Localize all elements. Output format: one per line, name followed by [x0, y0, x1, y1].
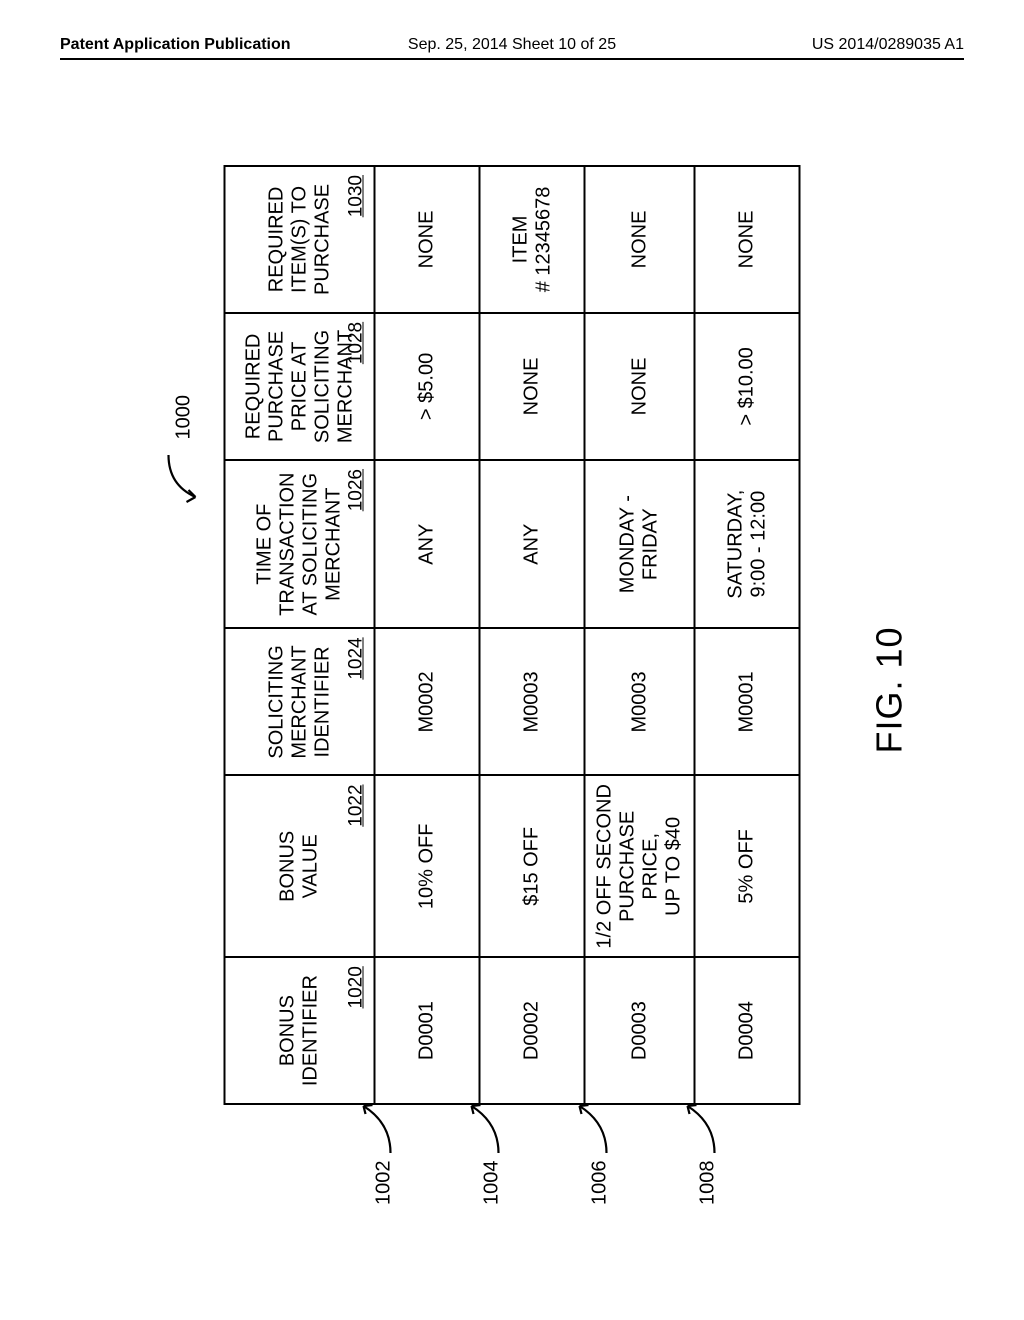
th-label: BONUSVALUE [277, 782, 323, 950]
th-bonus-identifier: BONUSIDENTIFIER 1020 [225, 957, 375, 1104]
table-cell: ITEM# 12345678 [480, 166, 585, 313]
row-ref: 1004 [464, 1099, 504, 1206]
curve-arrow-icon [464, 1099, 504, 1159]
table-cell: 10% OFF [375, 775, 480, 957]
table-cell: ANY [375, 460, 480, 628]
th-label: TIME OFTRANSACTIONAT SOLICITINGMERCHANT [254, 467, 346, 621]
header-center: Sep. 25, 2014 Sheet 10 of 25 [408, 36, 616, 54]
th-ref: 1022 [346, 784, 368, 826]
table-cell: ANY [480, 460, 585, 628]
table-cell: M0002 [375, 628, 480, 775]
curve-arrow-icon [356, 1099, 396, 1159]
th-ref: 1020 [346, 966, 368, 1008]
row-ref: 1002 [356, 1099, 396, 1206]
row-ref: 1008 [680, 1099, 720, 1206]
th-ref: 1024 [346, 637, 368, 679]
figure-ref-1000: 1000 [164, 395, 204, 506]
table-row: D00045% OFFM0001SATURDAY,9:00 - 12:00> $… [695, 166, 800, 1104]
table-cell: MONDAY -FRIDAY [585, 460, 695, 628]
th-ref: 1028 [346, 322, 368, 364]
row-ref-label: 1002 [373, 1161, 396, 1206]
th-time-of-transaction: TIME OFTRANSACTIONAT SOLICITINGMERCHANT … [225, 460, 375, 628]
th-label: REQUIREDPURCHASEPRICE ATSOLICITINGMERCHA… [242, 320, 357, 453]
th-required-items: REQUIREDITEM(S) TOPURCHASE 1030 [225, 166, 375, 313]
figure-caption: FIG. 10 [869, 626, 911, 753]
table-cell: NONE [480, 313, 585, 460]
bonus-table: BONUSIDENTIFIER 1020 BONUSVALUE 1022 SOL… [224, 165, 801, 1105]
table-cell: SATURDAY,9:00 - 12:00 [695, 460, 800, 628]
table-cell: M0003 [480, 628, 585, 775]
table-row: D00031/2 OFF SECONDPURCHASE PRICE,UP TO … [585, 166, 695, 1104]
table-cell: M0001 [695, 628, 800, 775]
table-row: D0002$15 OFFM0003ANYNONEITEM# 12345678 [480, 166, 585, 1104]
figure-area: 1000 1002100410061008 BONUSIDENTIFIER 10… [224, 165, 801, 1215]
header-right: US 2014/0289035 A1 [812, 36, 964, 54]
table-body: D000110% OFFM0002ANY> $5.00NONED0002$15 … [375, 166, 800, 1104]
table-cell: D0004 [695, 957, 800, 1104]
curve-arrow-icon [164, 446, 204, 506]
table-cell: > $5.00 [375, 313, 480, 460]
th-ref: 1030 [346, 175, 368, 217]
table-cell: D0003 [585, 957, 695, 1104]
table-cell: D0001 [375, 957, 480, 1104]
table-cell: 5% OFF [695, 775, 800, 957]
table-row: D000110% OFFM0002ANY> $5.00NONE [375, 166, 480, 1104]
table-cell: D0002 [480, 957, 585, 1104]
table-cell: > $10.00 [695, 313, 800, 460]
page-header: Patent Application Publication Sep. 25, … [0, 36, 1024, 54]
table-cell: 1/2 OFF SECONDPURCHASE PRICE,UP TO $40 [585, 775, 695, 957]
th-required-price: REQUIREDPURCHASEPRICE ATSOLICITINGMERCHA… [225, 313, 375, 460]
figure-ref-1000-label: 1000 [172, 395, 195, 440]
th-label: SOLICITINGMERCHANTIDENTIFIER [265, 635, 334, 768]
table-cell: M0003 [585, 628, 695, 775]
table-cell: NONE [585, 166, 695, 313]
th-label: REQUIREDITEM(S) TOPURCHASE [265, 173, 334, 306]
th-ref: 1026 [346, 469, 368, 511]
table-cell: $15 OFF [480, 775, 585, 957]
curve-arrow-icon [680, 1099, 720, 1159]
table-cell: NONE [375, 166, 480, 313]
curve-arrow-icon [572, 1099, 612, 1159]
row-ref-label: 1006 [589, 1161, 612, 1206]
th-soliciting-merchant-id: SOLICITINGMERCHANTIDENTIFIER 1024 [225, 628, 375, 775]
row-refs-container: 1002 1004 1006 1008 [224, 1115, 801, 1205]
table-cell: NONE [695, 166, 800, 313]
figure-rotated-container: 1000 1002100410061008 BONUSIDENTIFIER 10… [224, 165, 801, 1215]
table-cell: NONE [585, 313, 695, 460]
row-ref: 1006 [572, 1099, 612, 1206]
row-ref-label: 1008 [697, 1161, 720, 1206]
th-bonus-value: BONUSVALUE 1022 [225, 775, 375, 957]
header-left: Patent Application Publication [60, 36, 291, 53]
row-ref-label: 1004 [481, 1161, 504, 1206]
table-header-row: BONUSIDENTIFIER 1020 BONUSVALUE 1022 SOL… [225, 166, 375, 1104]
th-label: BONUSIDENTIFIER [277, 964, 323, 1097]
header-rule [60, 58, 964, 60]
